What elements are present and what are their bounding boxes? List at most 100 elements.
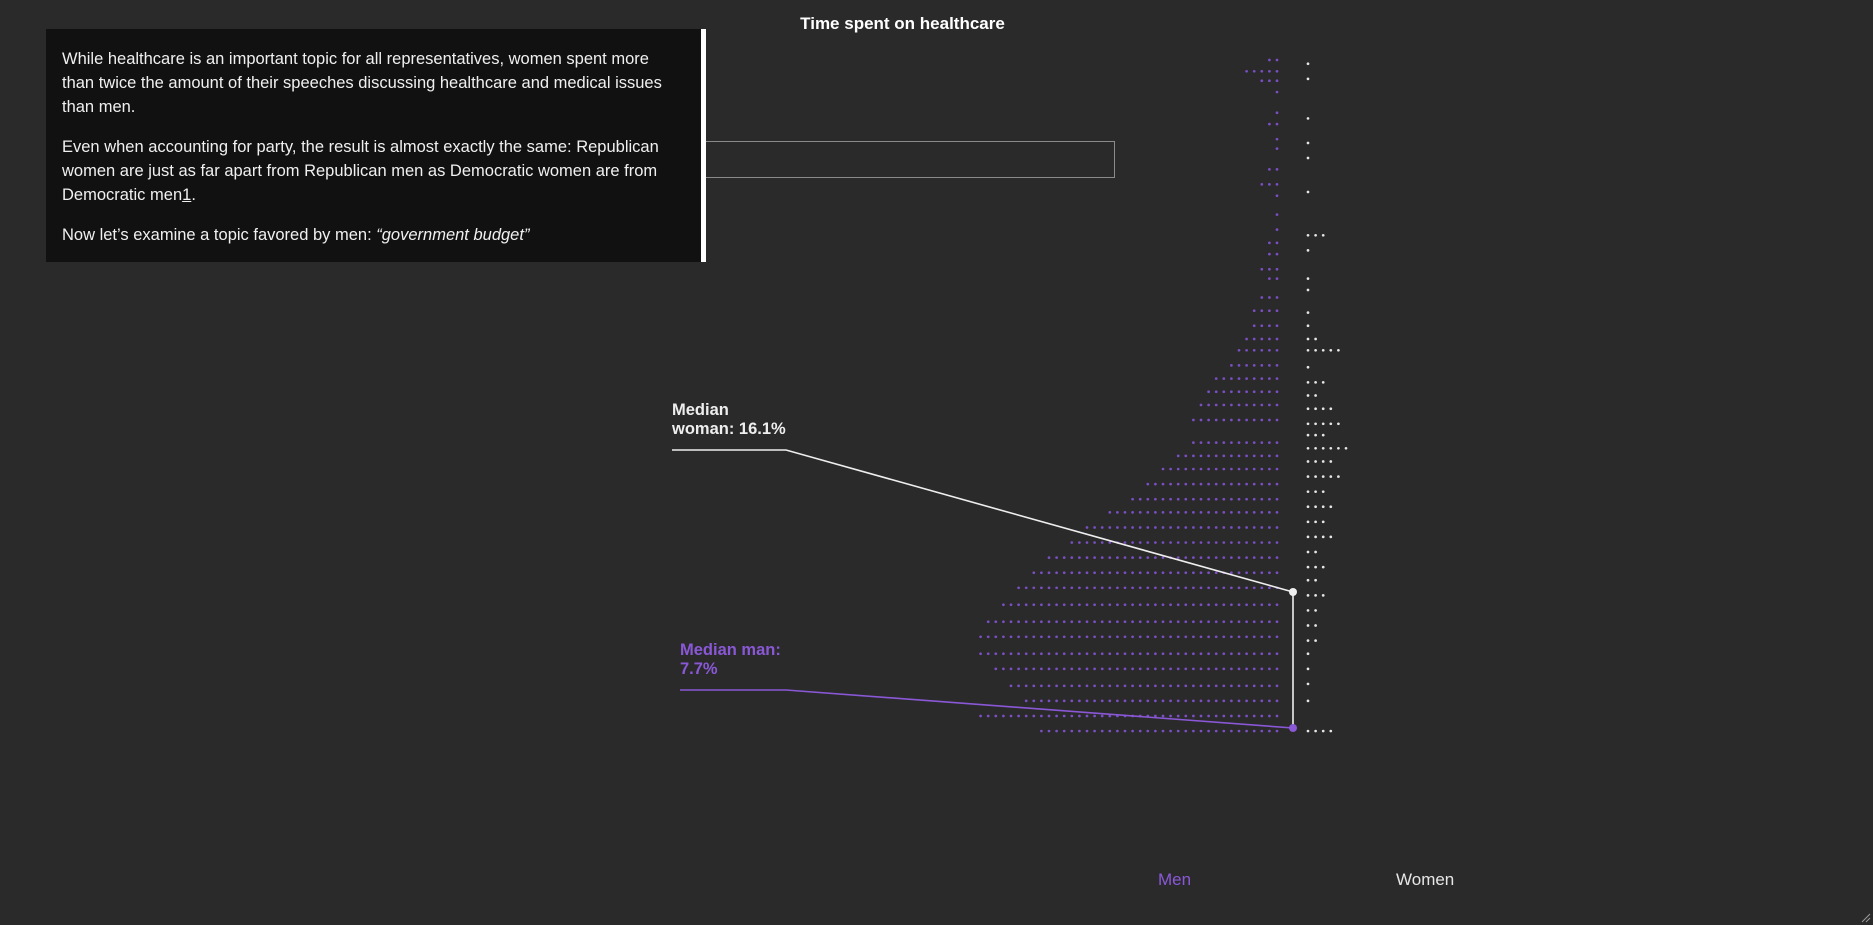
men-dot [1237,467,1241,471]
men-dot [1245,497,1248,501]
men-dot [1230,699,1233,703]
men-dot [1275,667,1279,671]
men-dot [1245,377,1248,380]
men-dot [1268,482,1271,486]
men-dot [1154,635,1157,639]
men-dot [1169,541,1172,544]
men-dot [1260,441,1264,445]
men-dot [1214,652,1218,656]
men-dot [1245,390,1248,394]
men-dot [1252,377,1256,380]
men-dot [1002,620,1005,624]
women-dot [1321,407,1325,411]
women-dot [1321,520,1325,524]
next-topic-link[interactable]: “government budget” [376,226,530,244]
men-dot [1199,699,1203,703]
x-label-women: Women [1396,870,1455,889]
men-dot [1222,603,1226,607]
men-dot [1214,441,1218,445]
men-dot [1199,667,1203,671]
men-dot [1214,620,1218,624]
men-dot [1040,620,1043,624]
men-dot [1214,714,1218,718]
men-dot [1040,652,1043,656]
men-dot [1154,556,1157,559]
women-dot [1306,394,1310,397]
women-dot [1306,475,1310,478]
search-box[interactable] [705,141,1115,178]
women-dot [1321,460,1325,463]
men-dot [1207,667,1210,671]
men-dot [1131,511,1134,514]
men-dot [1176,684,1180,688]
men-dot [1024,603,1028,607]
story-paragraph-1: While healthcare is an important topic f… [62,50,662,116]
men-dot [1207,556,1210,559]
men-dot [1062,667,1066,671]
men-dot [1268,620,1271,624]
men-dot [1024,684,1028,688]
men-dot [1252,482,1256,486]
men-dot [1252,390,1256,394]
men-dot [1161,482,1165,486]
men-dot [1237,620,1241,624]
men-dot [1070,652,1074,656]
men-dot [1260,482,1264,486]
footnote-link[interactable]: 1 [182,186,192,204]
men-dot [1252,571,1256,575]
women-dot [1321,446,1325,450]
men-dot [1093,620,1096,624]
men-dot [1222,511,1226,514]
men-dot [1245,69,1248,73]
men-dot [1230,390,1233,394]
men-dot [1116,699,1119,703]
men-dot [1138,571,1142,575]
men-dot [1032,684,1036,688]
men-dot [1207,441,1210,445]
men-dot [1123,511,1127,514]
men-dot [1108,511,1112,514]
men-dot [1222,699,1226,703]
men-dot [1237,667,1241,671]
men-dot [1009,603,1013,607]
men-dot [1275,337,1279,341]
men-dot [1055,571,1058,575]
men-dot [1275,390,1279,394]
men-dot [1252,667,1256,671]
men-dot [1275,699,1279,703]
men-dot [1184,571,1188,575]
men-dot [1085,729,1089,733]
men-dot [1184,586,1188,590]
resize-handle-icon[interactable] [1861,912,1871,923]
men-dot [1100,652,1104,656]
men-dot [1017,667,1020,671]
men-dot [1146,729,1150,733]
men-dot [1260,526,1264,529]
men-dot [1260,556,1264,559]
women-dot [1306,593,1310,597]
women-dot [1314,446,1317,450]
men-dot [1176,652,1180,656]
men-dot [1184,497,1188,501]
men-dot [1275,309,1279,313]
men-dot [1268,526,1271,529]
men-dot [1070,714,1074,718]
men-dot [1230,652,1233,656]
men-dot [1131,620,1134,624]
men-dot [1260,377,1264,380]
men-dot [1222,467,1226,471]
men-dot [1047,586,1051,590]
men-dot [1260,620,1264,624]
men-dot [1078,586,1081,590]
x-label-men: Men [1158,870,1192,889]
men-dot [1161,511,1165,514]
men-dot [1146,541,1150,544]
men-dot [1268,69,1271,73]
men-dot [1237,348,1241,352]
men-dot [1230,377,1233,380]
men-dot [1260,652,1264,656]
men-dot [1199,729,1203,733]
story-paragraph-3: Now let’s examine a topic favored by men… [62,226,530,244]
median-woman-label-line1: Median [672,401,729,419]
men-dot [1268,79,1271,83]
